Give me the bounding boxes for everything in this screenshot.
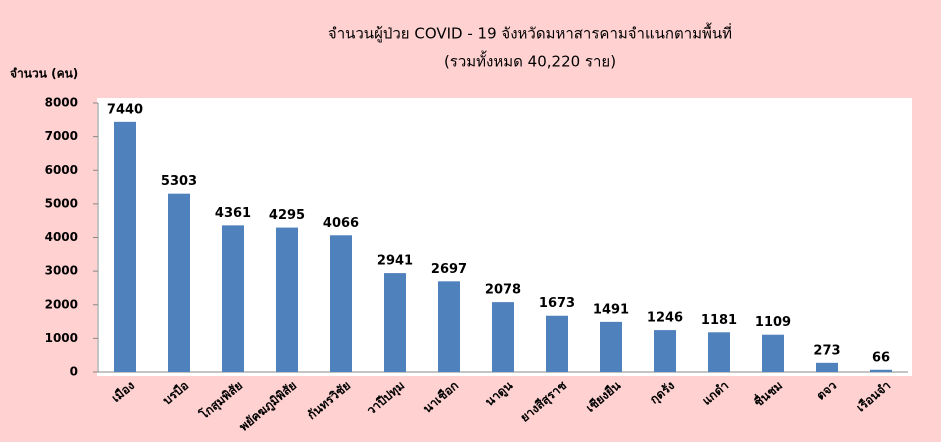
bar (870, 369, 892, 372)
data-label: 1181 (701, 313, 737, 328)
data-label: 7440 (107, 102, 143, 117)
bar (546, 315, 568, 372)
bar (438, 281, 460, 372)
data-label: 1491 (593, 302, 629, 317)
y-tick-label: 4000 (45, 230, 78, 244)
data-label: 5303 (161, 174, 197, 189)
data-label: 2697 (431, 262, 467, 277)
bar (330, 235, 352, 372)
bar (816, 362, 838, 372)
data-label: 4361 (215, 206, 251, 221)
y-tick-label: 6000 (45, 163, 78, 177)
bar (600, 321, 622, 372)
y-axis-label: จำนวน (คน) (10, 67, 78, 81)
data-label: 1246 (647, 311, 683, 326)
y-tick-label: 7000 (45, 129, 78, 143)
data-label: 4295 (269, 208, 305, 223)
data-label: 1109 (755, 315, 791, 330)
y-tick-label: 5000 (45, 196, 78, 210)
bar (708, 332, 730, 372)
bar (168, 193, 190, 372)
y-tick-label: 0 (70, 365, 78, 379)
bar (384, 273, 406, 372)
bar (762, 334, 784, 372)
data-label: 273 (813, 343, 840, 358)
y-tick-label: 1000 (45, 331, 78, 345)
y-tick-label: 2000 (45, 297, 78, 311)
data-label: 4066 (323, 216, 359, 231)
data-label: 2078 (485, 283, 521, 298)
bar (492, 302, 514, 372)
bar (222, 225, 244, 372)
bar (654, 330, 676, 372)
data-label: 1673 (539, 296, 575, 311)
chart-subtitle: (รวมทั้งหมด 40,220 ราย) (444, 51, 616, 71)
y-tick-label: 3000 (45, 264, 78, 278)
y-tick-label: 8000 (45, 96, 78, 110)
chart-title: จำนวนผู้ป่วย COVID - 19 จังหวัดมหาสารคาม… (328, 23, 732, 43)
bar (114, 121, 136, 372)
data-label: 66 (872, 350, 890, 365)
data-label: 2941 (377, 254, 413, 269)
bar (276, 227, 298, 372)
